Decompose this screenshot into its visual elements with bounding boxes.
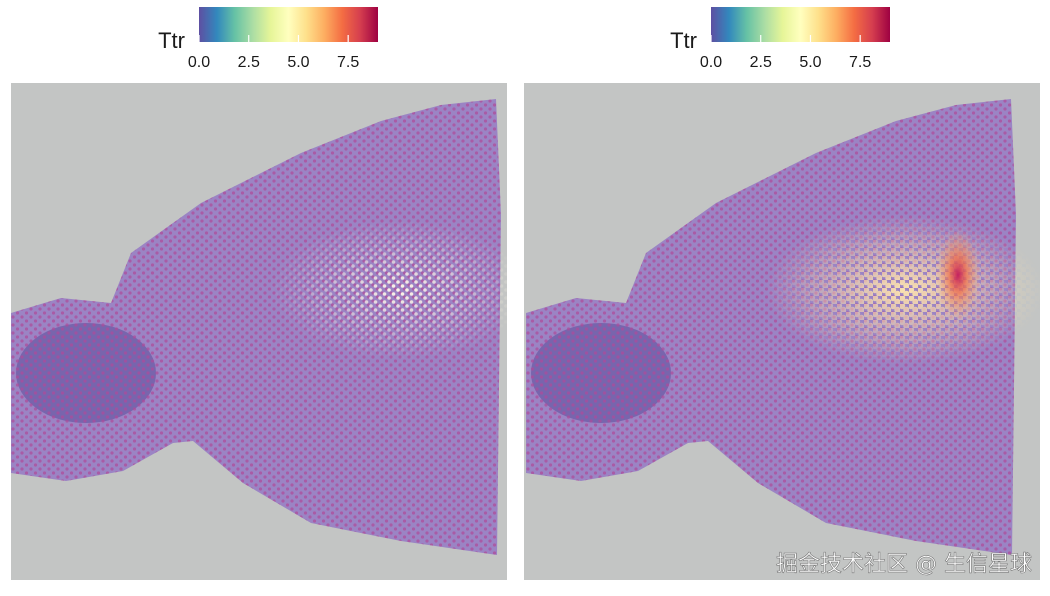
watermark: 掘金技术社区 @ 生信星球 <box>776 552 1032 577</box>
panel-right <box>524 83 1040 580</box>
legend-title: Ttr <box>158 28 185 53</box>
expression-hotspot <box>936 230 980 320</box>
colorbar-tick-label: 7.5 <box>849 54 871 71</box>
expression-spots <box>11 83 507 580</box>
legend-title: Ttr <box>670 28 697 53</box>
colorbar-tick-label: 2.5 <box>750 54 772 71</box>
colorbar-tick-label: 0.0 <box>700 54 722 71</box>
colorbar <box>711 7 890 42</box>
colorbar-tick-label: 2.5 <box>238 54 260 71</box>
expression-spots <box>524 83 1040 580</box>
panel-left <box>11 83 507 580</box>
colorbar-tick-label: 0.0 <box>188 54 210 71</box>
colorbar-tick-label: 7.5 <box>337 54 359 71</box>
colorbar-tick-label: 5.0 <box>799 54 821 71</box>
colorbar-tick-label: 5.0 <box>287 54 309 71</box>
colorbar <box>199 7 378 42</box>
